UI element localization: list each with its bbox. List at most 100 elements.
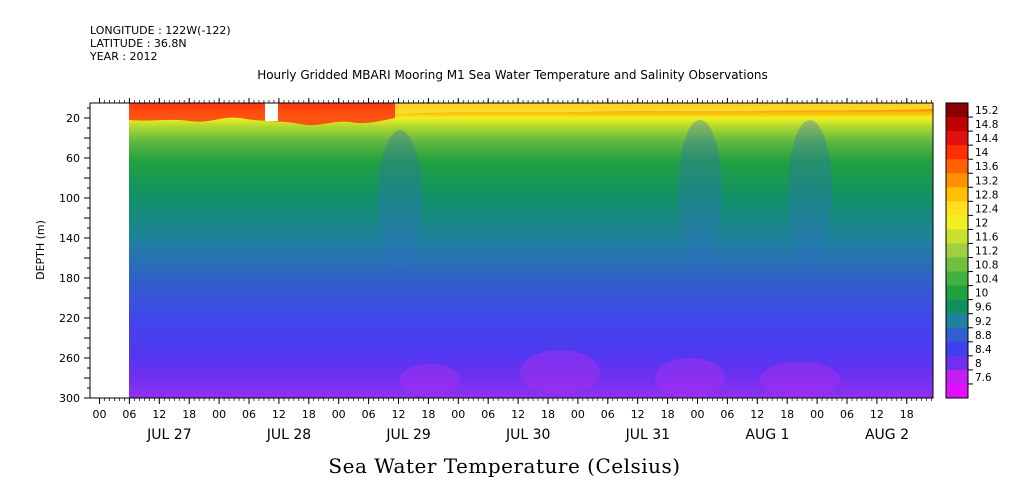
colorbar-level-label: 13.2	[975, 175, 998, 187]
colorbar-band	[946, 117, 968, 132]
depth-tick-label: 260	[59, 352, 80, 365]
colorbar-level-label: 15.2	[975, 105, 998, 117]
depth-tick-label: 20	[66, 112, 80, 125]
colorbar-band	[946, 257, 968, 273]
depth-tick-label: 220	[59, 312, 80, 325]
upwelling-tongue	[378, 130, 422, 270]
colorbar-band	[946, 187, 968, 202]
colorbar-level-label: 11.2	[975, 246, 998, 258]
hour-tick-label: 18	[900, 408, 914, 421]
cold-water-patch	[400, 364, 460, 396]
colorbar-level-label: 12	[975, 217, 988, 229]
colorbar-level-label: 10.8	[975, 260, 998, 272]
hour-tick-label: 18	[182, 408, 196, 421]
hour-tick-label: 12	[152, 408, 166, 421]
upwelling-tongue	[788, 120, 832, 260]
hour-tick-label: 06	[362, 408, 376, 421]
colorbar-frame	[945, 102, 969, 399]
hour-tick-label: 18	[421, 408, 435, 421]
colorbar-band	[946, 159, 968, 174]
day-label: AUG 2	[865, 427, 909, 443]
depth-tick-label: 100	[59, 192, 80, 205]
colorbar-level-label: 9.6	[975, 302, 992, 314]
day-label: JUL 31	[625, 427, 670, 443]
year-label: YEAR : 2012	[90, 50, 158, 63]
hour-tick-label: 12	[392, 408, 406, 421]
day-label: JUL 27	[146, 427, 191, 443]
longitude-label: LONGITUDE : 122W(-122)	[90, 24, 231, 37]
colorbar-labels: 15.2 14.8 14.4 14 13.6 13.2 12.8 12.4 12 11.6 11.2…	[968, 105, 999, 385]
depth-tick-label: 300	[59, 392, 80, 405]
colorbar-band	[946, 173, 968, 188]
hour-tick-label: 12	[272, 408, 286, 421]
hour-tick-label: 12	[870, 408, 884, 421]
colorbar-band	[946, 313, 968, 329]
colorbar-band	[946, 271, 968, 287]
hour-tick-label: 12	[511, 408, 525, 421]
hour-tick-label: 18	[780, 408, 794, 421]
colorbar-level-label: 7.6	[975, 372, 992, 384]
surface-layer-patch	[395, 103, 933, 114]
hour-tick-label: 00	[810, 408, 824, 421]
colorbar-level-label: 10.4	[975, 274, 999, 286]
missing-data-gap	[265, 103, 278, 121]
hour-tick-label: 00	[691, 408, 705, 421]
chart-title: Hourly Gridded MBARI Mooring M1 Sea Wate…	[257, 68, 768, 82]
hour-tick-label: 00	[93, 408, 107, 421]
hour-tick-label: 18	[541, 408, 555, 421]
day-label: AUG 1	[745, 427, 789, 443]
colorbar-band	[946, 369, 968, 385]
colorbar-band	[946, 341, 968, 357]
depth-axis: 20 60 100 140 180 220 260 300	[59, 107, 90, 405]
colorbar-band	[946, 327, 968, 343]
colorbar-bands	[946, 103, 968, 399]
hour-tick-label: 06	[720, 408, 734, 421]
latitude-label: LATITUDE : 36.8N	[90, 37, 187, 50]
plot-frame	[89, 102, 934, 399]
top-tick-marks	[99, 98, 933, 103]
colorbar-band	[946, 103, 968, 118]
colorbar-level-label: 14.4	[975, 133, 999, 145]
colorbar-level-label: 8	[975, 358, 982, 370]
colorbar-level-label: 8.8	[975, 330, 992, 342]
colorbar-band	[946, 355, 968, 371]
colorbar-level-label: 14.8	[975, 119, 998, 131]
hour-tick-label: 18	[302, 408, 316, 421]
day-label: JUL 28	[266, 427, 311, 443]
colorbar-level-label: 8.4	[975, 344, 992, 356]
colorbar-band	[946, 215, 968, 230]
hour-tick-label: 06	[242, 408, 256, 421]
colorbar-band	[946, 383, 968, 399]
colorbar-level-label: 11.6	[975, 231, 999, 243]
cold-water-patch	[760, 362, 840, 398]
day-label: JUL 29	[385, 427, 430, 443]
cold-water-patch	[655, 358, 725, 398]
depth-tick-label: 140	[59, 232, 80, 245]
temperature-field	[129, 103, 933, 398]
time-axis: 00 06 12 18 00 06 12 18 00 06 12 18 00 06 12 18 00 06 12 18…	[93, 398, 933, 443]
colorbar-band	[946, 131, 968, 146]
hour-tick-label: 12	[750, 408, 764, 421]
hour-tick-label: 06	[601, 408, 615, 421]
hour-tick-label: 00	[212, 408, 226, 421]
colorbar-band	[946, 201, 968, 216]
day-label: JUL 30	[505, 427, 550, 443]
hour-tick-label: 06	[122, 408, 136, 421]
temperature-field-features	[129, 103, 933, 398]
colorbar-level-label: 10	[975, 288, 988, 300]
colorbar-band	[946, 299, 968, 315]
hour-tick-label: 06	[840, 408, 854, 421]
colorbar-level-label: 13.6	[975, 161, 999, 173]
hour-tick-label: 00	[332, 408, 346, 421]
cold-water-patch	[520, 350, 600, 394]
colorbar-band	[946, 229, 968, 244]
colorbar-band	[946, 145, 968, 160]
colorbar-title: Sea Water Temperature (Celsius)	[328, 454, 681, 478]
y-axis-label: DEPTH (m)	[34, 220, 47, 280]
upwelling-tongue	[678, 120, 722, 260]
hour-tick-label: 06	[481, 408, 495, 421]
colorbar-band	[946, 243, 968, 259]
colorbar-level-label: 12.4	[975, 203, 999, 215]
hour-tick-label: 00	[451, 408, 465, 421]
